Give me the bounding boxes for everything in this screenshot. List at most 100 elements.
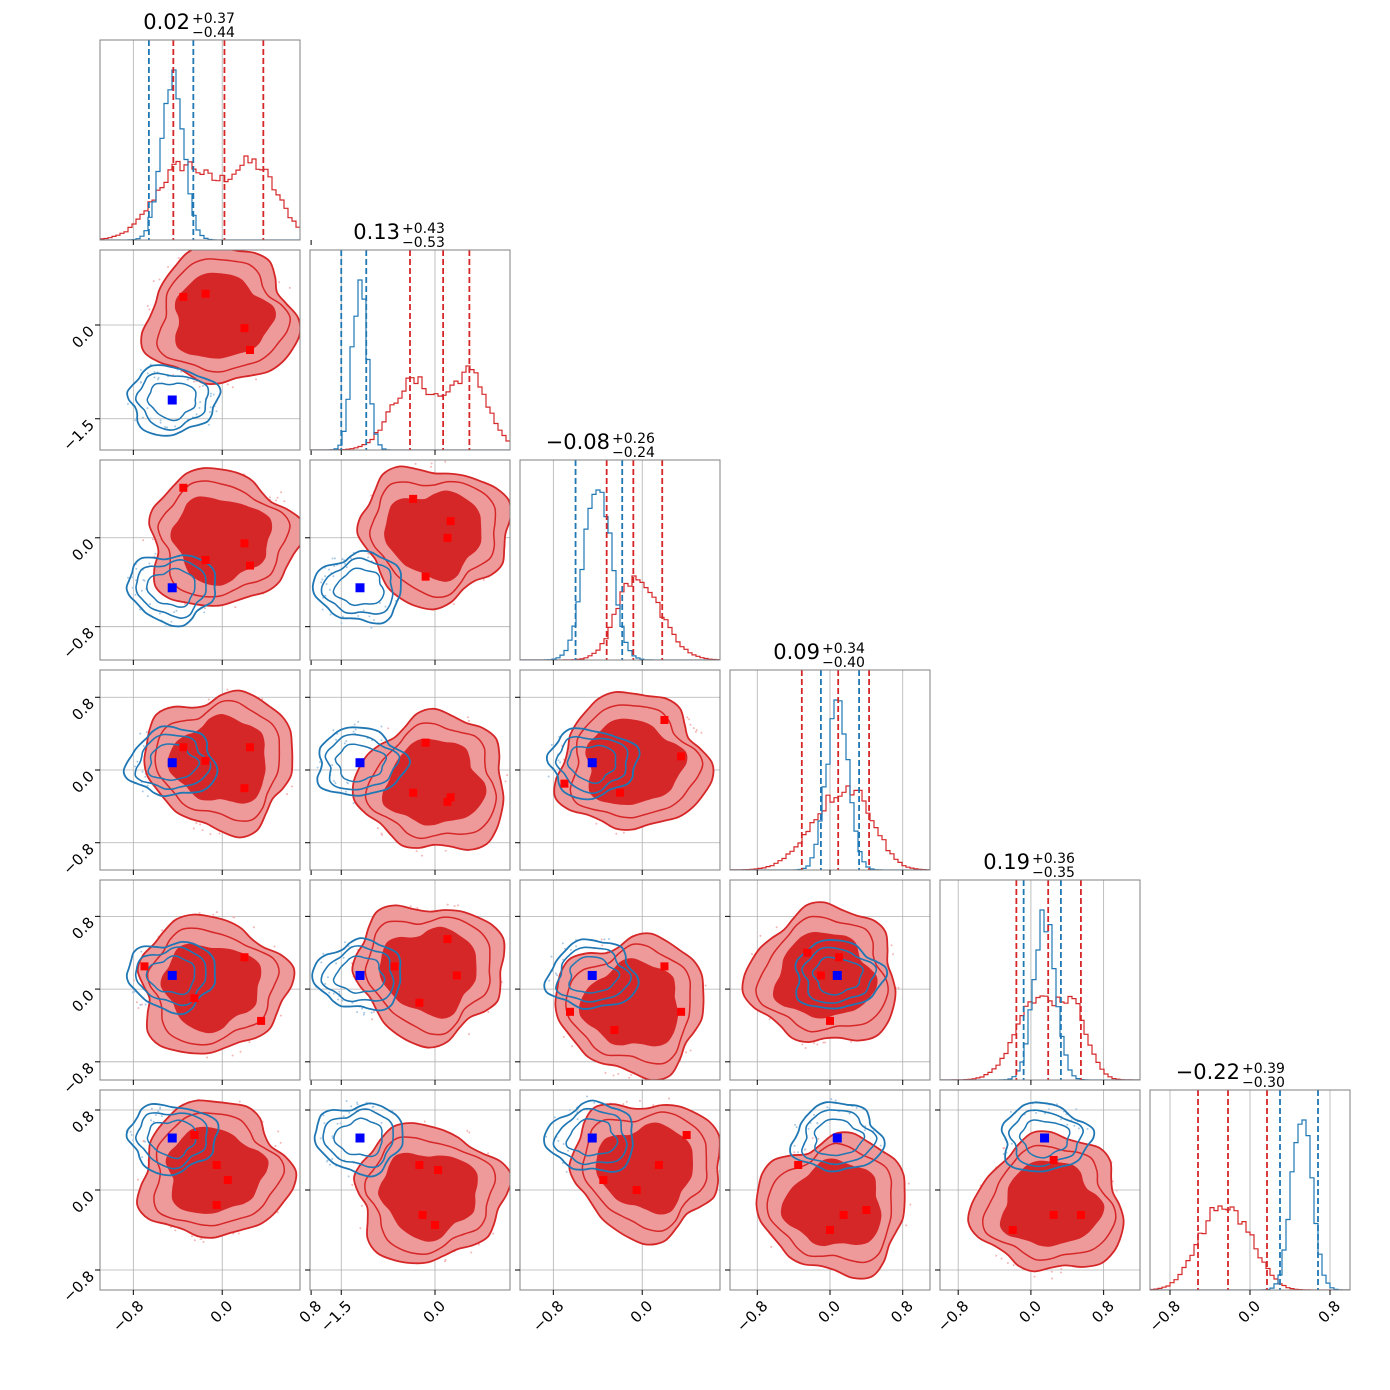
red-mode-marker: [246, 346, 254, 354]
sample-point: [429, 465, 432, 468]
title-value: 0.09: [773, 640, 820, 664]
blue-contour-mid: [134, 733, 212, 791]
sample-point: [550, 743, 553, 746]
red-contour-inner: [999, 1160, 1105, 1247]
blue-contour-mid: [322, 1108, 394, 1169]
sample-point: [341, 999, 344, 1002]
sample-point: [622, 1103, 625, 1106]
blue-mode-marker: [167, 1133, 177, 1143]
blue-mode-marker: [167, 970, 177, 980]
blue-histogram: [1150, 1119, 1350, 1290]
sample-point: [615, 832, 618, 835]
red-mode-marker: [390, 962, 399, 971]
sample-point: [276, 496, 279, 499]
sample-point: [212, 913, 215, 916]
sample-point: [357, 615, 360, 618]
sample-point: [368, 615, 371, 618]
sample-point: [571, 1045, 574, 1048]
sample-point: [338, 990, 341, 993]
sample-point: [1060, 1267, 1063, 1270]
sample-point: [146, 795, 149, 798]
x-tick-label: −0.8: [529, 1297, 567, 1335]
sample-point: [150, 1107, 153, 1110]
sample-point: [686, 716, 689, 719]
blue-histogram: [310, 279, 510, 450]
sample-point: [136, 760, 139, 763]
contour-panel-3-1: [305, 669, 511, 875]
sample-point: [371, 1018, 374, 1021]
sample-point: [252, 926, 255, 929]
sample-point: [890, 944, 893, 947]
contour-panel-2-0: [95, 459, 312, 665]
red-mode-marker: [415, 1161, 424, 1169]
sample-point: [343, 742, 346, 745]
sample-point: [286, 793, 289, 796]
sample-point: [759, 934, 762, 937]
sample-point: [215, 410, 218, 413]
sample-point: [231, 386, 234, 389]
sample-point: [324, 575, 327, 578]
sample-point: [331, 1135, 334, 1138]
red-mode-marker: [677, 752, 686, 761]
sample-point: [144, 1003, 147, 1006]
sample-point: [556, 974, 559, 977]
sample-point: [241, 245, 243, 247]
sample-point: [333, 564, 336, 567]
red-mode-marker: [682, 1131, 691, 1139]
sample-point: [334, 781, 337, 784]
sample-point: [157, 376, 160, 379]
sample-point: [487, 1152, 490, 1155]
y-tick-label: 0.0: [68, 322, 98, 352]
blue-contour-mid: [324, 733, 401, 791]
sample-point: [280, 491, 283, 494]
sample-point: [625, 1100, 628, 1103]
blue-mode-marker: [167, 395, 177, 405]
red-mode-marker: [409, 788, 418, 797]
sample-point: [156, 378, 159, 381]
sample-point: [378, 601, 381, 604]
sample-point: [1044, 1112, 1047, 1115]
red-mode-marker: [452, 971, 461, 980]
red-contour-inner: [378, 1152, 478, 1242]
sample-point: [210, 244, 212, 246]
sample-point: [482, 578, 485, 581]
panel-title-2: −0.08 +0.26−0.24: [546, 430, 655, 461]
sample-point: [477, 1243, 480, 1246]
blue-mode-marker: [167, 758, 177, 768]
sample-point: [793, 1144, 796, 1147]
blue-contour-outer: [125, 940, 217, 1016]
blue-contour-inner: [145, 955, 196, 996]
sample-point: [630, 1073, 633, 1076]
sample-point: [381, 833, 384, 836]
sample-point: [416, 907, 419, 910]
blue-contour-mid: [134, 372, 210, 431]
sample-point: [380, 739, 383, 742]
sample-point: [319, 1137, 322, 1140]
sample-point: [154, 552, 157, 555]
sample-point: [638, 1099, 641, 1102]
red-mode-marker: [257, 1016, 266, 1025]
x-tick-label: 0.8: [1315, 1297, 1345, 1327]
sample-point: [344, 790, 347, 793]
sample-point: [234, 606, 237, 609]
sample-point: [801, 1043, 804, 1046]
sample-point: [446, 903, 449, 906]
sample-point: [565, 1170, 568, 1173]
sample-point: [1050, 1270, 1053, 1273]
title-minus: −0.30: [1242, 1075, 1285, 1091]
sample-point: [550, 955, 553, 958]
blue-contour-mid: [555, 946, 633, 1003]
red-mode-marker: [1049, 1156, 1058, 1164]
sample-point: [504, 780, 507, 783]
title-plus: +0.34: [822, 641, 865, 657]
blue-contour-outer: [311, 549, 402, 625]
sample-point: [567, 1149, 570, 1152]
sample-point: [421, 854, 424, 857]
sample-point: [208, 410, 211, 413]
red-mode-marker: [610, 1026, 619, 1034]
red-contour-inner: [382, 738, 487, 826]
sample-point: [326, 976, 329, 979]
sample-point: [328, 568, 331, 571]
red-mode-marker: [212, 1161, 221, 1169]
sample-point: [444, 1258, 447, 1261]
